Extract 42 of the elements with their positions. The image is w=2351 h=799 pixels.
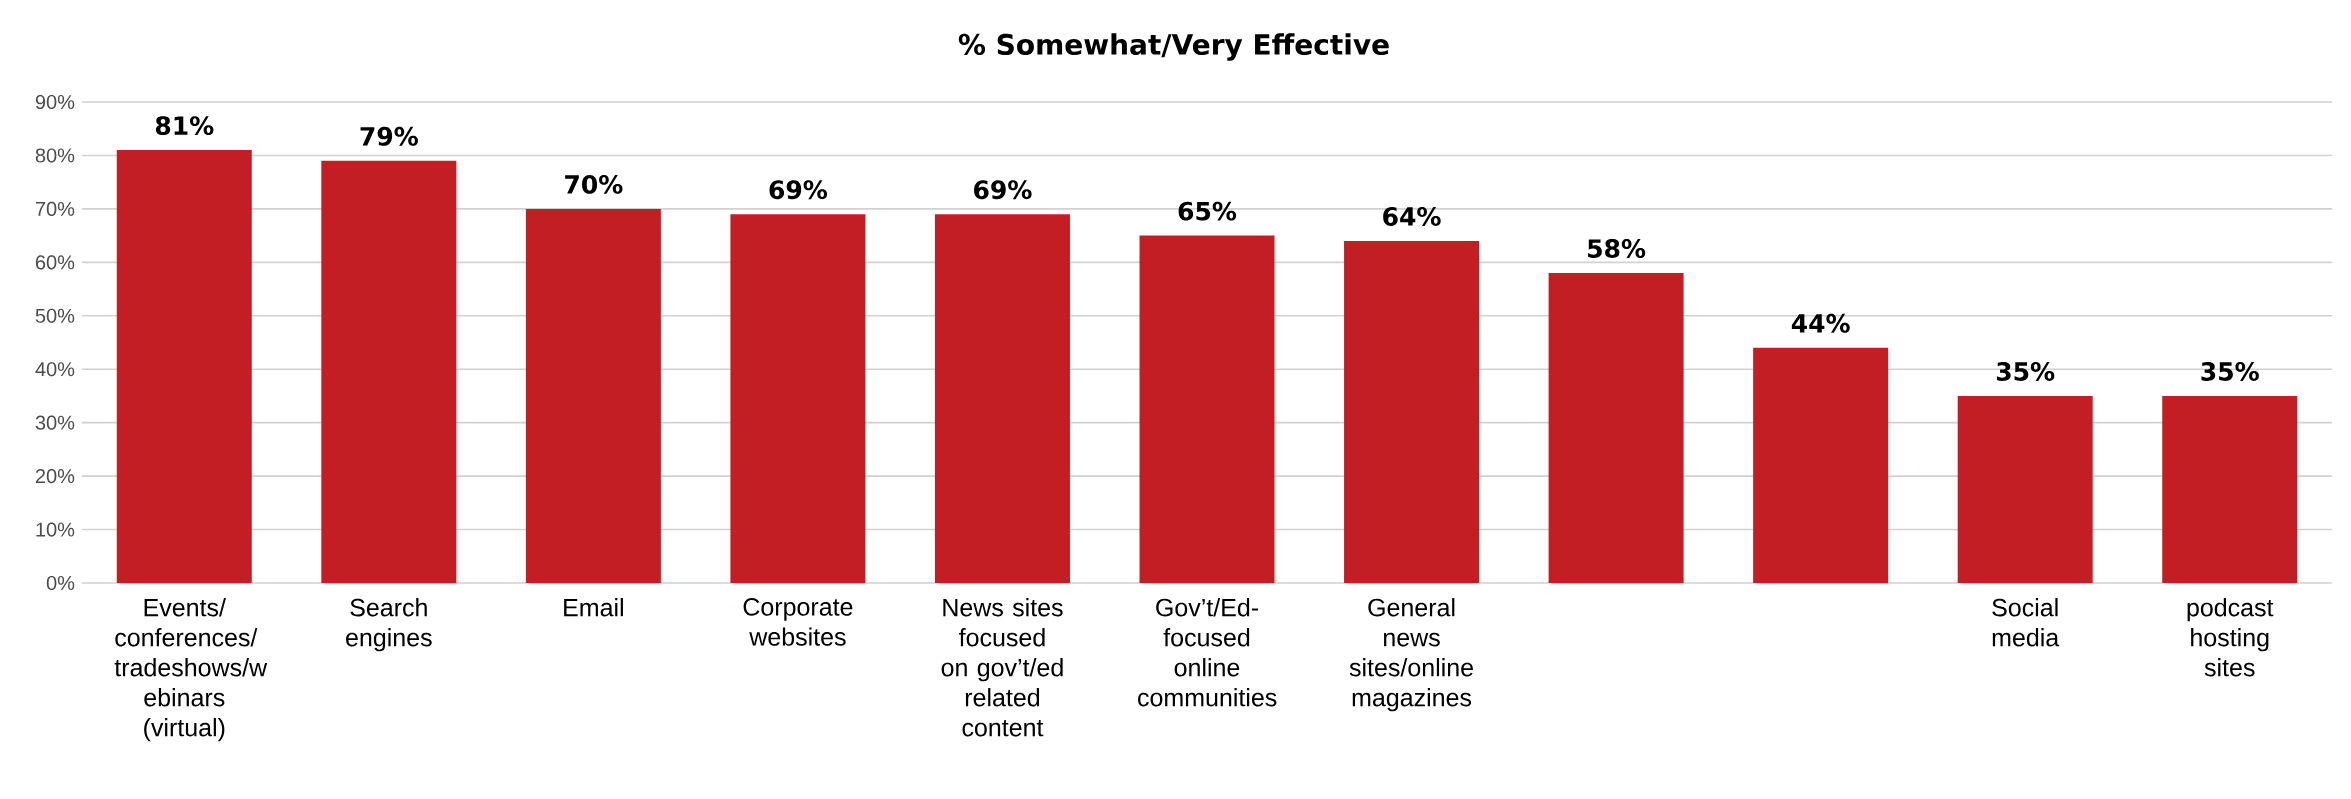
bar xyxy=(1957,395,2093,583)
y-tick-label: 50% xyxy=(35,308,75,323)
y-tick-label: 30% xyxy=(35,415,75,430)
bar xyxy=(730,214,866,583)
data-label: 64% xyxy=(1383,206,1441,226)
x-tick-label: Events/ conferences/ tradeshows/w ebinars (virtual) xyxy=(114,598,268,742)
data-label: 69% xyxy=(974,180,1032,200)
x-tick-label: podcast hosting sites xyxy=(2187,598,2274,677)
x-tick-label: General news sites/online magazines xyxy=(1349,598,1473,712)
y-tick-label: 10% xyxy=(36,522,75,537)
bar xyxy=(321,160,457,583)
data-label: 69% xyxy=(769,180,828,200)
y-tick-label: 70% xyxy=(35,201,75,216)
data-label: 65% xyxy=(1178,201,1237,221)
data-label: 44% xyxy=(1791,313,1850,333)
x-tick-label: Corporate websites xyxy=(743,598,853,646)
bar xyxy=(116,150,252,583)
data-label: 79% xyxy=(360,126,418,146)
data-label: 58% xyxy=(1588,239,1646,258)
bar xyxy=(1344,240,1480,583)
data-label: 35% xyxy=(2201,361,2259,381)
bar xyxy=(934,214,1070,583)
data-label: 35% xyxy=(1996,361,2055,381)
x-tick-label: News sites focused on gov’t/ed related content xyxy=(941,598,1063,737)
y-tick-label: 20% xyxy=(35,469,75,484)
y-tick-label: 0% xyxy=(46,575,75,591)
y-tick-label: 80% xyxy=(35,148,75,163)
bar xyxy=(2162,395,2298,583)
data-label: 81% xyxy=(155,116,214,136)
x-tick-label: Search engines xyxy=(346,598,432,652)
x-tick-label: Social media xyxy=(1992,598,2060,647)
bar xyxy=(1139,235,1275,583)
y-tick-label: 90% xyxy=(35,94,75,110)
bar xyxy=(1753,347,1889,583)
x-tick-label: Email xyxy=(564,598,623,617)
bar xyxy=(525,208,661,583)
y-tick-label: 40% xyxy=(35,362,75,377)
chart-title: % Somewhat/Very Effective xyxy=(958,33,1389,61)
data-label: 70% xyxy=(565,174,623,194)
x-tick-label: Gov’t/Ed-focused online communities xyxy=(1138,598,1277,707)
y-tick-label: 60% xyxy=(35,255,75,270)
bar xyxy=(1548,273,1684,583)
